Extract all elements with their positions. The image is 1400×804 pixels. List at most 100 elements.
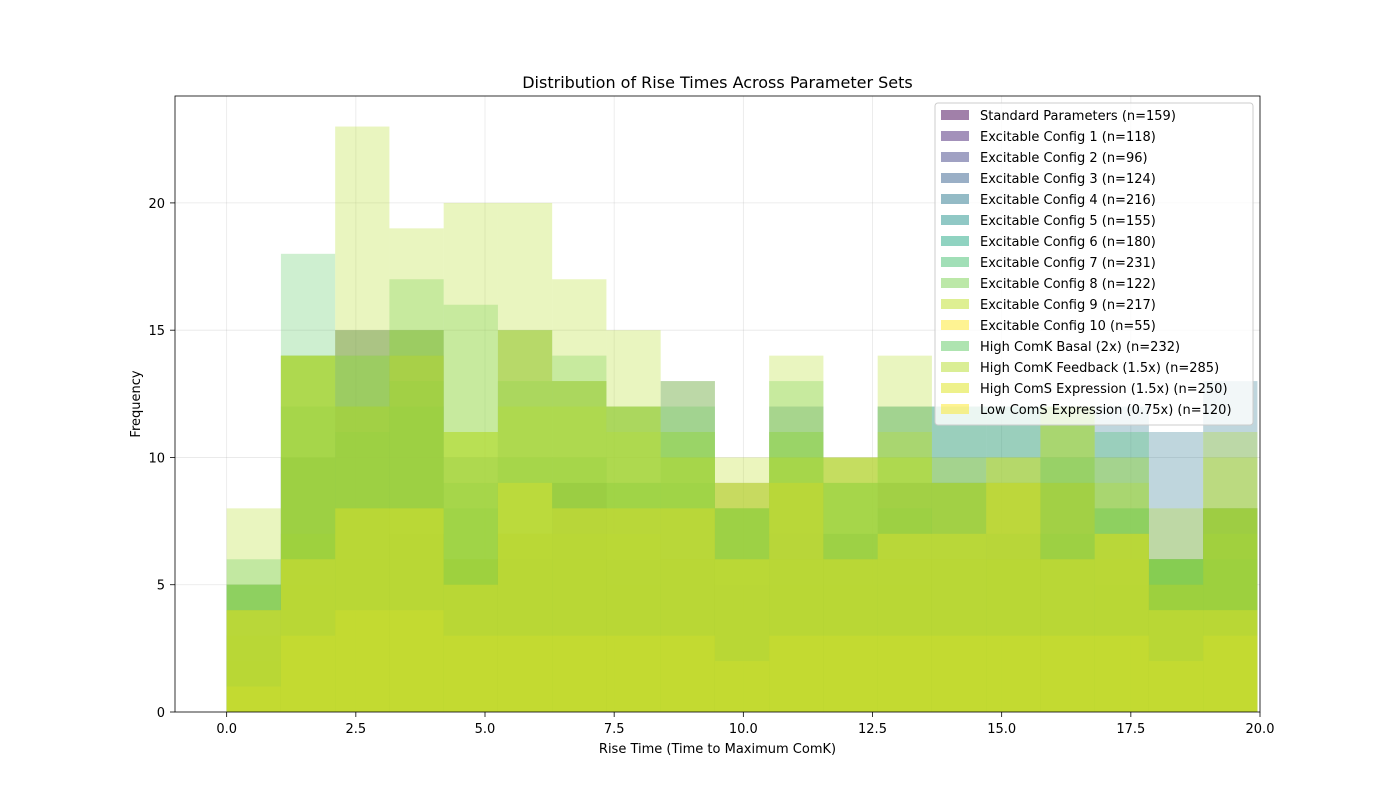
histogram-bar	[714, 457, 770, 712]
histogram-bar	[280, 559, 336, 712]
histogram-bar	[660, 559, 715, 712]
histogram-bar	[986, 482, 1041, 712]
legend-swatch	[941, 341, 969, 351]
histogram-bar	[443, 202, 498, 712]
histogram-bar	[714, 508, 770, 712]
histogram-bar	[877, 457, 932, 712]
histogram-bar	[1094, 508, 1149, 712]
histogram-bar	[714, 584, 770, 712]
histogram-bar	[443, 432, 498, 712]
histogram-bar	[769, 457, 824, 712]
histogram-bar	[606, 635, 661, 712]
histogram-bar	[769, 482, 824, 712]
histogram-bar	[1094, 533, 1149, 712]
histogram-bar	[1148, 559, 1204, 712]
x-tick-label: 20.0	[1246, 722, 1275, 737]
legend-entry: Excitable Config 8 (n=122)	[980, 277, 1156, 292]
histogram-bar	[552, 533, 607, 712]
histogram-bar	[280, 457, 336, 712]
histogram-bar	[823, 559, 878, 712]
histogram-bar	[1040, 610, 1095, 712]
histogram-bar	[389, 610, 444, 712]
histogram-bar	[443, 482, 498, 712]
histogram-bar	[1203, 559, 1258, 712]
histogram-bar	[714, 610, 770, 712]
histogram-bar	[443, 635, 498, 712]
histogram-bar	[1040, 457, 1095, 712]
histogram-bar	[823, 635, 878, 712]
histogram-bar	[497, 330, 553, 712]
histogram-bar	[389, 355, 444, 712]
legend-entry: Excitable Config 6 (n=180)	[980, 235, 1156, 250]
histogram-bar	[769, 559, 824, 712]
histogram-bar	[769, 381, 824, 712]
histogram-bar	[389, 533, 444, 712]
histogram-bar	[769, 432, 824, 712]
legend-entry: Excitable Config 3 (n=124)	[980, 172, 1156, 187]
histogram-bar	[769, 432, 824, 712]
histogram-bar	[1203, 508, 1258, 712]
histogram-bar	[714, 559, 770, 712]
histogram-bar	[823, 482, 878, 712]
histogram-bar	[1148, 559, 1204, 712]
histogram-bar	[497, 533, 553, 712]
histogram-bar	[1040, 559, 1095, 712]
y-tick-label: 20	[148, 197, 165, 212]
histogram-bar	[552, 482, 607, 712]
histogram-bar	[931, 482, 987, 712]
histogram-bar	[335, 508, 390, 712]
histogram-bar	[1203, 559, 1258, 712]
histogram-bar	[1148, 432, 1204, 712]
histogram-bar	[931, 406, 987, 712]
histogram-bar	[497, 406, 553, 712]
histogram-bar	[226, 584, 281, 712]
histogram-bar	[1094, 584, 1149, 712]
legend-entry: Excitable Config 5 (n=155)	[980, 214, 1156, 229]
histogram-bar	[389, 533, 444, 712]
histogram-bar	[660, 381, 715, 712]
legend-swatch	[941, 110, 969, 120]
histogram-bar	[986, 406, 1041, 712]
x-tick-label: 2.5	[345, 722, 366, 737]
histogram-bar	[877, 482, 932, 712]
histogram-bar	[769, 482, 824, 712]
histogram-bar	[769, 355, 824, 712]
histogram-bar	[497, 559, 553, 712]
histogram-bar	[1040, 559, 1095, 712]
histogram-bar	[497, 482, 553, 712]
histogram-bar	[1094, 457, 1149, 712]
histogram-bar	[877, 406, 932, 712]
histogram-bar	[335, 406, 390, 712]
histogram-bar	[769, 457, 824, 712]
histogram-bar	[931, 406, 987, 712]
histogram-bar	[877, 432, 932, 712]
histogram-bar	[280, 635, 336, 712]
legend-swatch	[941, 362, 969, 372]
y-tick-label: 0	[157, 706, 165, 721]
histogram-bar	[986, 533, 1041, 712]
y-axis-label: Frequency	[129, 370, 144, 437]
histogram-bar	[226, 584, 281, 712]
histogram-bar	[660, 432, 715, 712]
histogram-bar	[389, 508, 444, 712]
histogram-bar	[986, 482, 1041, 712]
histogram-bar	[823, 559, 878, 712]
histogram-bar	[1148, 508, 1204, 712]
histogram-bar	[443, 559, 498, 712]
histogram-bar	[823, 482, 878, 712]
histogram-bar	[1203, 508, 1258, 712]
histogram-bar	[280, 355, 336, 712]
histogram-bar	[986, 635, 1041, 712]
histogram-bar	[931, 533, 987, 712]
histogram-bar	[660, 559, 715, 712]
histogram-bar	[931, 482, 987, 712]
histogram-bar	[877, 635, 932, 712]
histogram-bar	[443, 457, 498, 712]
y-tick-label: 5	[157, 579, 165, 594]
histogram-bar	[931, 533, 987, 712]
histogram-bar	[1094, 432, 1149, 712]
histogram-bar	[552, 406, 607, 712]
histogram-bar	[986, 482, 1041, 712]
histogram-bar	[443, 559, 498, 712]
histogram-bar	[226, 686, 281, 712]
